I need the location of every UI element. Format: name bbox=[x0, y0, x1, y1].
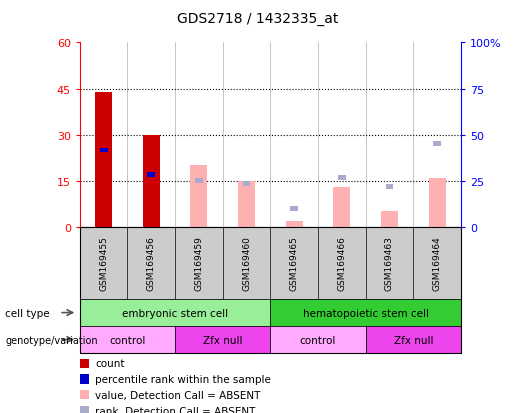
Text: Zfx null: Zfx null bbox=[393, 335, 433, 345]
Text: rank, Detection Call = ABSENT: rank, Detection Call = ABSENT bbox=[95, 406, 255, 413]
Text: control: control bbox=[109, 335, 146, 345]
Bar bbox=[191, 166, 208, 227]
Text: control: control bbox=[300, 335, 336, 345]
Bar bbox=[195, 179, 203, 183]
Text: GSM169464: GSM169464 bbox=[433, 236, 441, 291]
Text: GSM169465: GSM169465 bbox=[290, 236, 299, 291]
Text: hematopoietic stem cell: hematopoietic stem cell bbox=[303, 308, 428, 318]
Bar bbox=[238, 181, 255, 227]
Text: percentile rank within the sample: percentile rank within the sample bbox=[95, 374, 271, 384]
Bar bbox=[143, 135, 160, 227]
Bar bbox=[381, 212, 398, 227]
Bar bbox=[290, 206, 298, 211]
Bar bbox=[100, 148, 108, 153]
Text: count: count bbox=[95, 358, 125, 368]
Text: value, Detection Call = ABSENT: value, Detection Call = ABSENT bbox=[95, 390, 261, 400]
Bar bbox=[386, 185, 393, 190]
Text: GSM169466: GSM169466 bbox=[337, 236, 346, 291]
Text: GSM169455: GSM169455 bbox=[99, 236, 108, 291]
Text: Zfx null: Zfx null bbox=[203, 335, 243, 345]
Text: GSM169456: GSM169456 bbox=[147, 236, 156, 291]
Bar bbox=[433, 142, 441, 147]
Text: embryonic stem cell: embryonic stem cell bbox=[122, 308, 228, 318]
Text: genotype/variation: genotype/variation bbox=[5, 335, 98, 345]
Bar bbox=[338, 176, 346, 180]
Text: cell type: cell type bbox=[5, 308, 50, 318]
Text: GSM169463: GSM169463 bbox=[385, 236, 394, 291]
Bar bbox=[95, 93, 112, 227]
Bar bbox=[286, 221, 303, 227]
Text: GSM169460: GSM169460 bbox=[242, 236, 251, 291]
Bar bbox=[333, 188, 350, 227]
Text: GDS2718 / 1432335_at: GDS2718 / 1432335_at bbox=[177, 12, 338, 26]
Bar bbox=[243, 182, 250, 187]
Text: GSM169459: GSM169459 bbox=[195, 236, 203, 291]
Bar bbox=[428, 178, 445, 227]
Bar bbox=[147, 173, 155, 177]
